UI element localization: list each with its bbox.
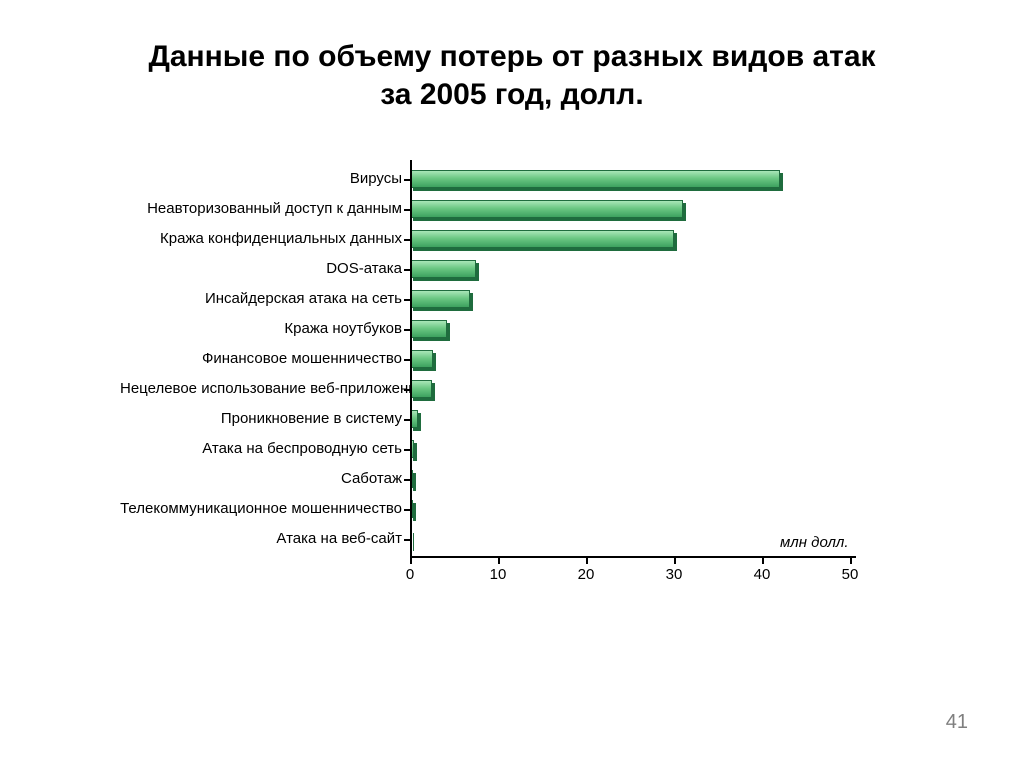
x-tick [410,556,412,564]
slide-title: Данные по объему потерь от разных видов … [0,0,1024,113]
x-axis [410,556,856,558]
category-label: DOS-атака [120,260,402,278]
x-tick-label: 50 [830,566,870,583]
y-tick [404,329,410,331]
category-label: Саботаж [120,470,402,488]
y-tick [404,179,410,181]
x-axis-title: млн долл. [780,534,849,551]
chart-container: Вирусы Неавторизованный доступ к данным Кр… [120,160,900,680]
bar-shadow [413,533,414,551]
bar-chart: Вирусы Неавторизованный доступ к данным Кр… [120,160,900,680]
bar [410,380,432,398]
page-number: 41 [946,711,968,734]
y-tick [404,209,410,211]
bar [410,230,674,248]
x-tick-label: 10 [478,566,518,583]
y-tick [404,539,410,541]
x-tick-label: 40 [742,566,782,583]
category-label: Инсайдерская атака на сеть [120,290,402,308]
x-tick-label: 30 [654,566,694,583]
bar [410,290,470,308]
x-tick [498,556,500,564]
x-tick [850,556,852,564]
x-tick [586,556,588,564]
category-label: Вирусы [120,170,402,188]
y-tick [404,449,410,451]
bar [410,320,447,338]
y-tick [404,419,410,421]
y-axis [410,160,412,556]
category-label: Кража ноутбуков [120,320,402,338]
bar-shadow [413,473,416,491]
title-line-1: Данные по объему потерь от разных видов … [148,40,875,73]
category-label: Атака на беспроводную сеть [120,440,402,458]
category-label: Атака на веб-сайт [120,530,402,548]
x-tick-label: 20 [566,566,606,583]
x-tick [674,556,676,564]
y-tick [404,359,410,361]
slide: Данные по объему потерь от разных видов … [0,0,1024,768]
x-tick-label: 0 [390,566,430,583]
bar [410,170,780,188]
y-tick [404,269,410,271]
category-label: Нецелевое использование веб-приложений [120,380,402,398]
y-tick [404,389,410,391]
y-tick [404,299,410,301]
bar-shadow [413,503,416,521]
y-tick [404,479,410,481]
title-line-2: за 2005 год, долл. [380,78,643,111]
category-label: Неавторизованный доступ к данным [120,200,402,218]
y-tick [404,509,410,511]
category-label: Финансовое мошенничество [120,350,402,368]
y-tick [404,239,410,241]
category-label: Телекоммуникационное мошенничество [120,500,402,518]
x-tick [762,556,764,564]
bar [410,350,433,368]
category-label: Кража конфиденциальных данных [120,230,402,248]
bar [410,260,476,278]
category-label: Проникновение в систему [120,410,402,428]
bar [410,200,683,218]
